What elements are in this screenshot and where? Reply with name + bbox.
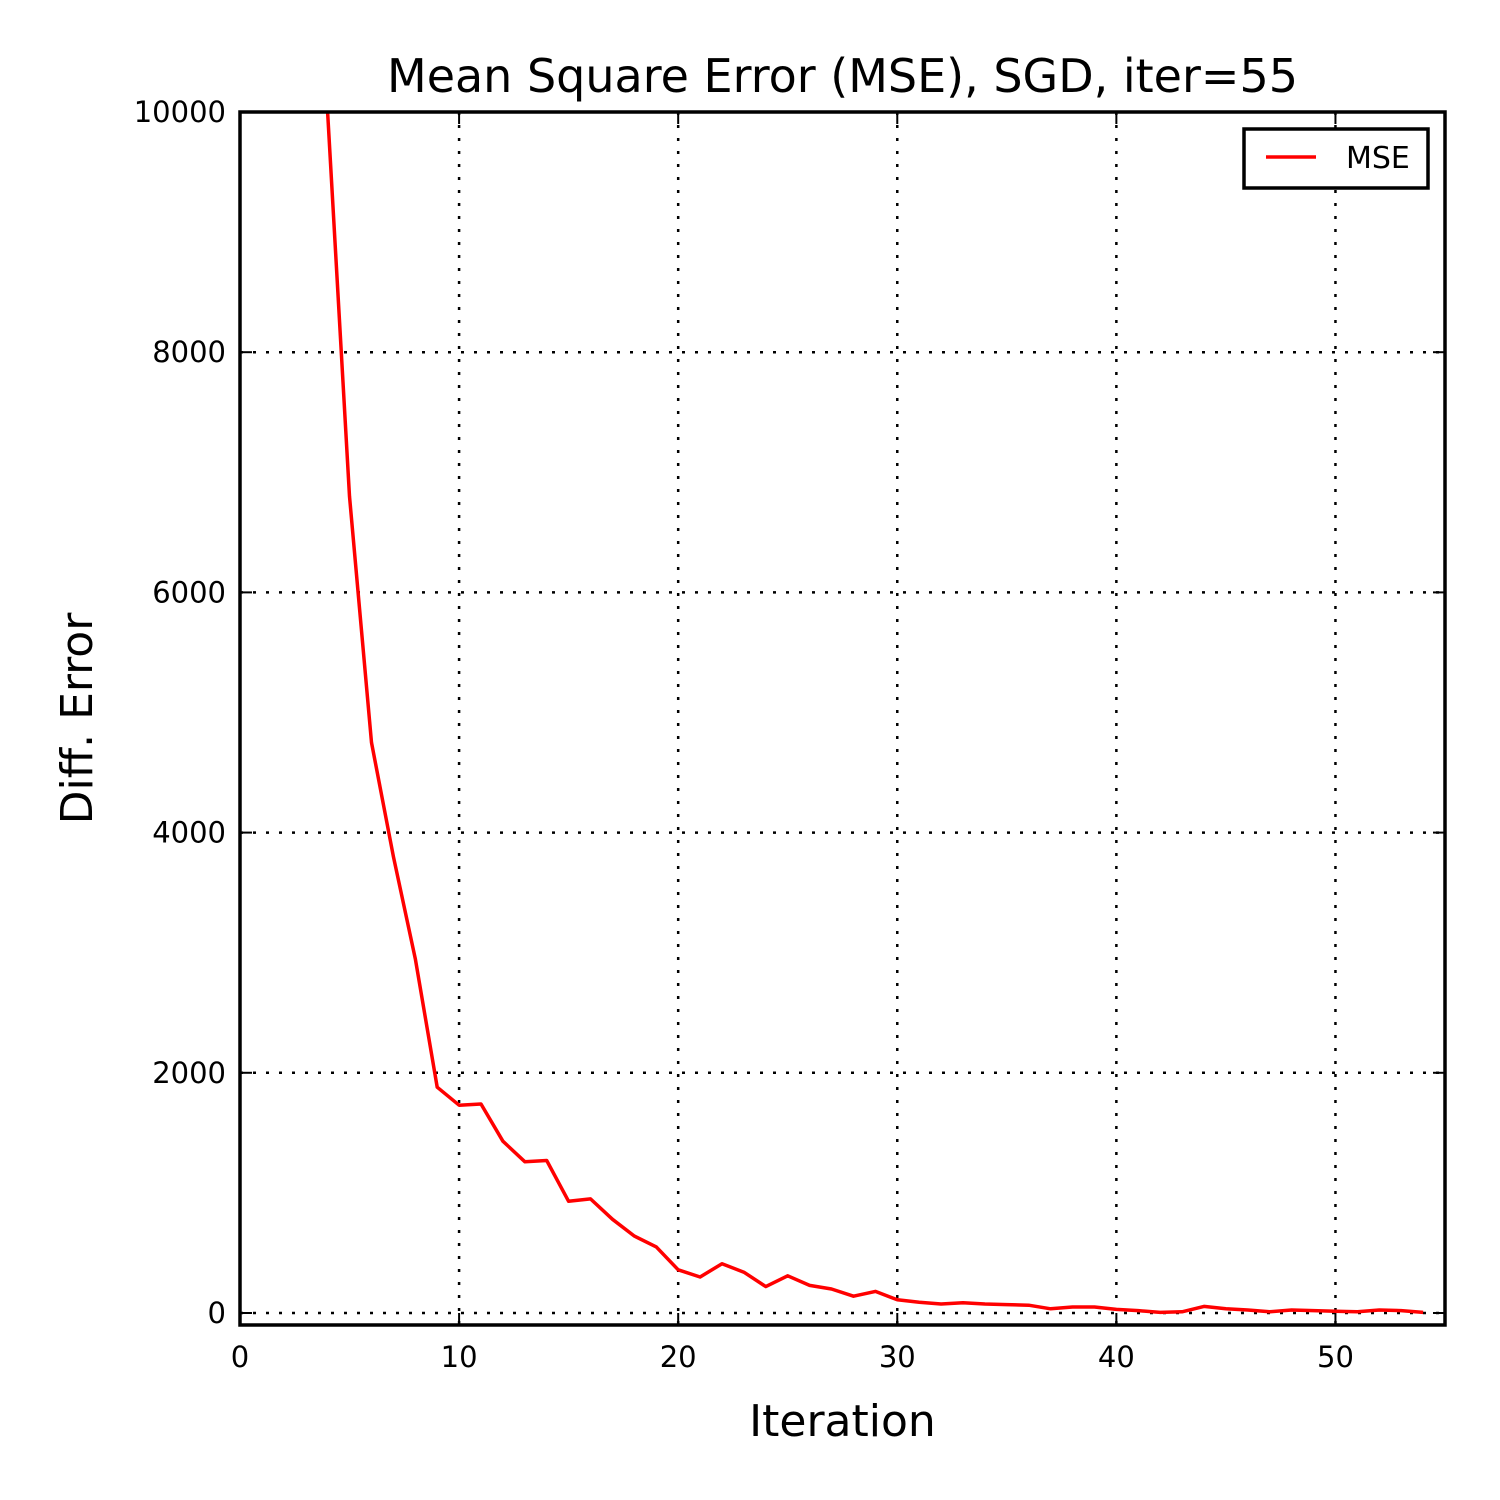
y-tick-label: 10000 [134,95,226,129]
tick-labels: 0 10 20 30 40 50 0 2000 4000 6000 8000 10000 [134,95,1354,1374]
legend-label-mse: MSE [1346,141,1410,176]
plot-frame [238,110,1447,1327]
x-tick-label: 40 [1098,1340,1135,1374]
series-line-mse [325,111,1424,1315]
x-tick-label: 0 [231,1340,249,1374]
chart-title: Mean Square Error (MSE), SGD, iter=55 [387,49,1298,103]
y-tick-label: 8000 [152,335,226,369]
y-tick-label: 4000 [152,816,226,850]
x-tick-label: 10 [441,1340,478,1374]
legend: MSE [1242,127,1430,190]
x-axis-label: Iteration [749,1396,936,1447]
series-layer [325,111,1424,1315]
x-tick-label: 30 [879,1340,916,1374]
y-tick-label: 6000 [152,575,226,609]
x-tick-label: 20 [660,1340,697,1374]
tick-marks [239,111,1445,1325]
x-tick-label: 50 [1317,1340,1354,1374]
y-tick-label: 0 [208,1296,226,1330]
y-tick-label: 2000 [152,1056,226,1090]
y-axis-label: Diff. Error [52,612,103,825]
